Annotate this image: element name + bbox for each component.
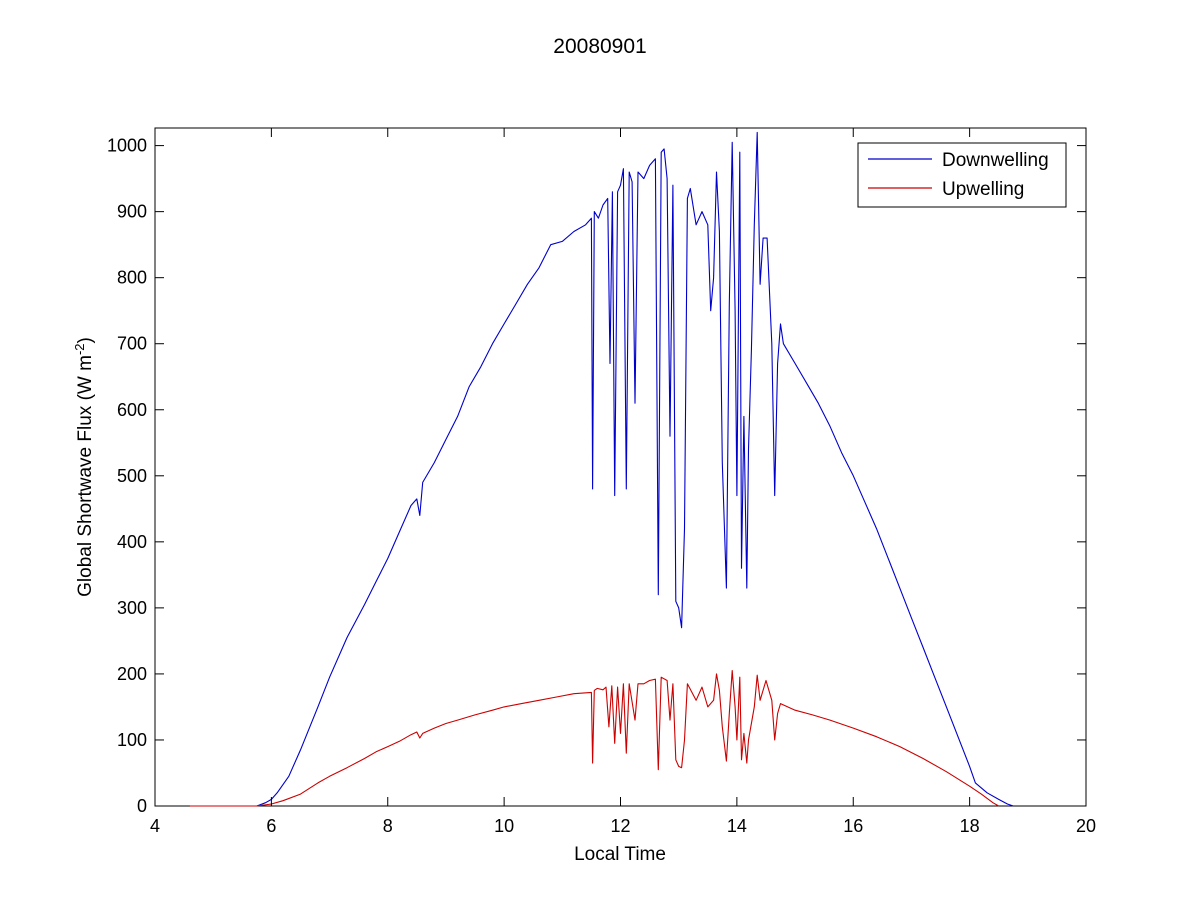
y-axis-label-main: Global Shortwave Flux (W m <box>75 355 96 597</box>
legend-label-upwelling: Upwelling <box>942 179 1024 200</box>
series-line-downwelling <box>189 131 1014 807</box>
x-tick-label: 14 <box>727 816 747 836</box>
legend: Downwelling Upwelling <box>857 142 1067 208</box>
x-axis-label: Local Time <box>574 844 666 865</box>
y-tick-label: 600 <box>117 400 147 420</box>
x-tick-label: 12 <box>610 816 630 836</box>
y-tick-label: 100 <box>117 730 147 750</box>
y-tick-label: 0 <box>137 796 147 816</box>
plot-area <box>154 127 1087 807</box>
x-tick-label: 20 <box>1076 816 1096 836</box>
x-tick-label: 4 <box>150 816 160 836</box>
x-tick-label: 10 <box>494 816 514 836</box>
y-tick-label: 200 <box>117 664 147 684</box>
y-axis-label-suffix: ) <box>75 337 96 343</box>
y-tick-label: 400 <box>117 532 147 552</box>
x-tick-label: 18 <box>960 816 980 836</box>
chart-title: 20080901 <box>553 35 646 58</box>
y-tick-label: 1000 <box>107 136 147 156</box>
x-tick-label: 8 <box>383 816 393 836</box>
y-tick-label: 500 <box>117 466 147 486</box>
series-layer <box>189 131 1014 807</box>
tick-layer: 4 6 8 10 12 14 16 18 200100200300400500600700800… <box>107 128 1096 836</box>
legend-box <box>857 142 1067 208</box>
y-axis-label: Global Shortwave Flux (W m-2) <box>72 337 96 597</box>
x-tick-label: 16 <box>843 816 863 836</box>
y-axis-label-superscript: -2 <box>72 343 87 355</box>
legend-label-downwelling: Downwelling <box>942 150 1049 171</box>
y-tick-label: 700 <box>117 334 147 354</box>
y-tick-label: 300 <box>117 598 147 618</box>
x-tick-label: 6 <box>266 816 276 836</box>
y-tick-label: 800 <box>117 268 147 288</box>
y-tick-label: 900 <box>117 202 147 222</box>
series-line-upwelling <box>189 670 999 807</box>
